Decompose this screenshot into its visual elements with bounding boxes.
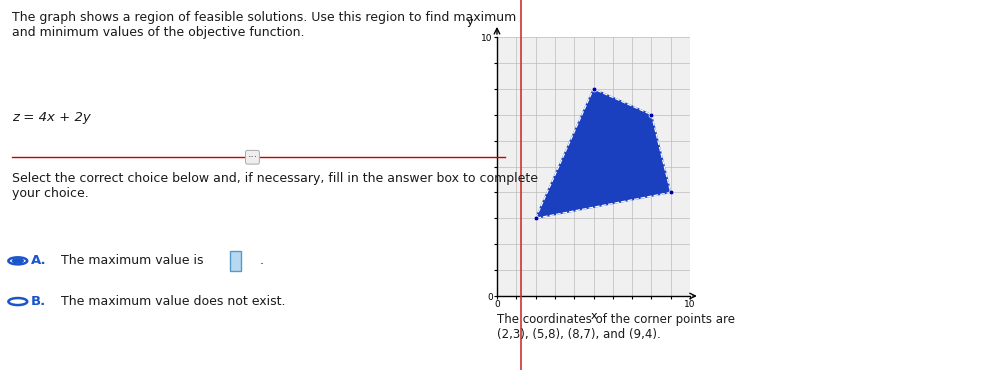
Polygon shape [536,89,671,218]
Text: ···: ··· [248,152,257,162]
Text: z = 4x + 2y: z = 4x + 2y [12,111,91,124]
Y-axis label: y: y [466,17,473,27]
Text: The maximum value is: The maximum value is [61,254,204,268]
Text: B.: B. [31,295,46,308]
Text: The maximum value does not exist.: The maximum value does not exist. [61,295,286,308]
X-axis label: x: x [590,310,597,320]
Text: A.: A. [31,254,47,268]
Text: Select the correct choice below and, if necessary, fill in the answer box to com: Select the correct choice below and, if … [12,172,538,200]
Text: The coordinates of the corner points are
(2,3), (5,8), (8,7), and (9,4).: The coordinates of the corner points are… [497,313,735,341]
Text: The graph shows a region of feasible solutions. Use this region to find maximum
: The graph shows a region of feasible sol… [12,11,516,39]
Text: .: . [259,254,263,268]
